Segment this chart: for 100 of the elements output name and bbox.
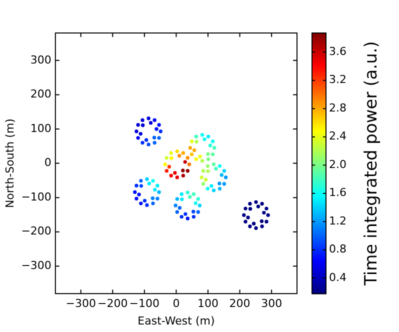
point bbox=[156, 196, 160, 200]
y-tick-label: 100 bbox=[30, 122, 52, 135]
point bbox=[222, 168, 226, 173]
x-tick-label: 0 bbox=[172, 297, 180, 310]
point bbox=[200, 176, 204, 180]
point bbox=[174, 204, 178, 208]
y-tick-label: −200 bbox=[21, 224, 52, 238]
point bbox=[136, 123, 140, 127]
point bbox=[138, 132, 142, 136]
point bbox=[150, 196, 155, 200]
point bbox=[169, 151, 173, 155]
point bbox=[140, 123, 145, 128]
x-tick-label: −100 bbox=[129, 297, 160, 310]
point bbox=[175, 176, 180, 180]
point bbox=[188, 195, 192, 199]
point bbox=[256, 204, 260, 208]
point bbox=[242, 213, 246, 217]
point bbox=[246, 216, 250, 220]
x-tick-label: −200 bbox=[98, 297, 128, 310]
point bbox=[133, 190, 137, 194]
point bbox=[180, 192, 184, 196]
point bbox=[260, 219, 264, 224]
point bbox=[139, 184, 144, 188]
point bbox=[266, 213, 270, 217]
point bbox=[157, 190, 161, 194]
y-tick-label: 300 bbox=[30, 53, 52, 66]
point bbox=[186, 168, 190, 173]
point bbox=[206, 157, 210, 162]
point bbox=[194, 134, 198, 138]
color-bar-label: 2.8 bbox=[329, 101, 346, 114]
point bbox=[260, 202, 264, 206]
point bbox=[134, 130, 138, 134]
y-axis-title: North-South (m) bbox=[3, 118, 16, 208]
point bbox=[196, 210, 200, 214]
point bbox=[248, 224, 252, 228]
point bbox=[210, 140, 215, 144]
point bbox=[147, 182, 152, 186]
point bbox=[146, 142, 150, 146]
point bbox=[201, 182, 206, 186]
point bbox=[152, 118, 156, 122]
point bbox=[252, 222, 256, 226]
point bbox=[178, 154, 182, 158]
x-axis-title: East-West (m) bbox=[138, 314, 215, 328]
point bbox=[188, 146, 192, 150]
point bbox=[181, 174, 186, 178]
point bbox=[137, 192, 141, 196]
point bbox=[212, 146, 216, 150]
color-bar-label: 0.8 bbox=[329, 242, 346, 256]
point bbox=[198, 154, 202, 158]
point bbox=[200, 159, 204, 163]
point bbox=[204, 178, 208, 182]
point bbox=[254, 200, 258, 204]
point bbox=[186, 156, 190, 160]
point bbox=[140, 118, 144, 122]
point bbox=[264, 206, 268, 210]
point bbox=[184, 212, 188, 216]
x-tick-label: 100 bbox=[197, 297, 218, 310]
color-bar-label: 1.6 bbox=[329, 186, 346, 200]
point bbox=[218, 186, 222, 191]
point bbox=[181, 151, 186, 155]
point bbox=[156, 184, 160, 188]
point bbox=[224, 176, 228, 180]
point bbox=[206, 169, 210, 174]
point bbox=[187, 162, 192, 166]
point bbox=[212, 188, 216, 192]
point bbox=[244, 220, 248, 224]
x-tick-label: −300 bbox=[66, 297, 96, 310]
point bbox=[206, 164, 210, 168]
point bbox=[145, 177, 149, 181]
point bbox=[210, 184, 214, 188]
point bbox=[139, 202, 143, 206]
point bbox=[164, 168, 169, 173]
point bbox=[164, 156, 169, 160]
y-tick-label: −100 bbox=[21, 190, 52, 204]
point bbox=[248, 207, 252, 211]
y-tick-label: −300 bbox=[21, 259, 52, 272]
point bbox=[212, 162, 216, 166]
point bbox=[198, 204, 202, 208]
point bbox=[244, 206, 248, 210]
point bbox=[136, 136, 140, 140]
point bbox=[190, 152, 194, 156]
point bbox=[175, 210, 180, 214]
point bbox=[180, 214, 184, 219]
x-tick-label: 300 bbox=[261, 297, 282, 310]
point bbox=[192, 148, 196, 152]
point bbox=[186, 190, 190, 194]
point bbox=[262, 210, 266, 215]
color-bar-label: 1.2 bbox=[329, 214, 346, 228]
point bbox=[183, 160, 187, 164]
point bbox=[181, 168, 185, 172]
point bbox=[169, 174, 173, 178]
x-tick-label: 200 bbox=[229, 297, 250, 310]
point bbox=[260, 224, 264, 228]
point bbox=[214, 166, 218, 171]
point bbox=[192, 192, 196, 196]
y-tick-label: 0 bbox=[44, 156, 52, 170]
point bbox=[153, 188, 157, 192]
point bbox=[206, 134, 210, 138]
point bbox=[175, 149, 180, 154]
point bbox=[180, 197, 184, 202]
